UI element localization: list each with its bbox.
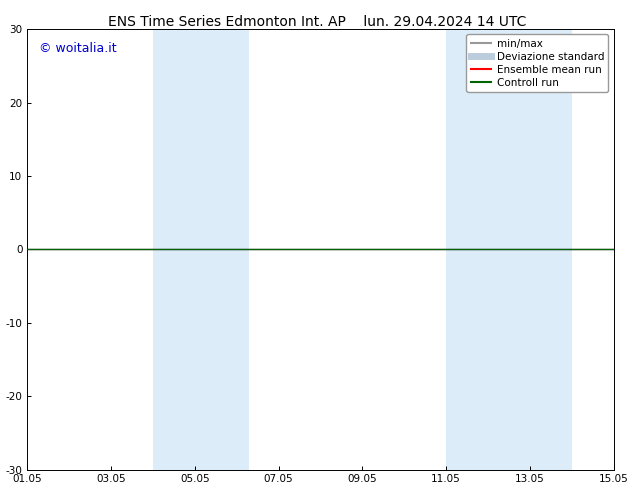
Text: ENS Time Series Edmonton Int. AP    lun. 29.04.2024 14 UTC: ENS Time Series Edmonton Int. AP lun. 29… [108, 15, 526, 29]
Text: © woitalia.it: © woitalia.it [39, 42, 117, 55]
Bar [488, 29, 572, 469]
Bar [153, 29, 195, 469]
Legend: min/max, Deviazione standard, Ensemble mean run, Controll run: min/max, Deviazione standard, Ensemble m… [467, 34, 609, 92]
Bar [195, 29, 249, 469]
Bar [446, 29, 488, 469]
